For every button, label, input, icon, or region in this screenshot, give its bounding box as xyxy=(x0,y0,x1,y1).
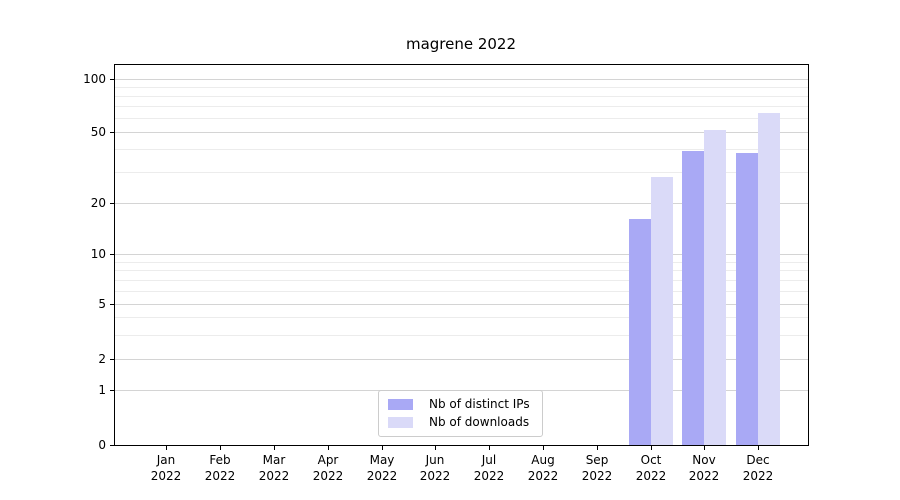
legend-item-downloads: Nb of downloads xyxy=(388,415,533,430)
y-tick-label: 50 xyxy=(90,125,106,139)
x-tick-mark xyxy=(220,446,221,450)
gridline-minor xyxy=(115,262,808,263)
x-tick-year: 2022 xyxy=(742,469,774,483)
x-tick-label: Sep 2022 xyxy=(565,452,629,484)
x-tick-mark xyxy=(274,446,275,450)
x-tick-label: Nov 2022 xyxy=(672,452,736,484)
x-tick-month: Mar xyxy=(262,453,286,467)
x-tick-year: 2022 xyxy=(527,469,559,483)
gridline-minor xyxy=(115,280,808,281)
gridline-major xyxy=(115,254,808,255)
y-tick-label: 0 xyxy=(98,438,106,452)
gridline-major xyxy=(115,304,808,305)
y-tick-mark xyxy=(110,203,114,204)
x-tick-month: Jan xyxy=(156,453,176,467)
x-tick-month: Sep xyxy=(585,453,609,467)
bar-distinct-ips xyxy=(736,153,758,445)
x-tick-label: Oct 2022 xyxy=(619,452,683,484)
x-tick-label: Mar 2022 xyxy=(242,452,306,484)
gridline-minor xyxy=(115,335,808,336)
gridline-minor xyxy=(115,270,808,271)
x-tick-year: 2022 xyxy=(150,469,182,483)
gridline-minor xyxy=(115,96,808,97)
y-tick-label: 10 xyxy=(90,247,106,261)
x-tick-mark xyxy=(704,446,705,450)
gridline-minor xyxy=(115,291,808,292)
legend-item-distinct-ips: Nb of distinct IPs xyxy=(388,397,533,412)
x-tick-year: 2022 xyxy=(366,469,398,483)
x-tick-mark xyxy=(489,446,490,450)
gridline-major xyxy=(115,203,808,204)
gridline-major xyxy=(115,79,808,80)
y-tick-mark xyxy=(110,254,114,255)
legend-label-downloads: Nb of downloads xyxy=(429,415,530,429)
gridline-major xyxy=(115,359,808,360)
x-tick-year: 2022 xyxy=(204,469,236,483)
x-tick-year: 2022 xyxy=(419,469,451,483)
y-tick-label: 20 xyxy=(90,196,106,210)
x-tick-mark xyxy=(382,446,383,450)
bar-distinct-ips xyxy=(629,219,651,445)
x-tick-year: 2022 xyxy=(473,469,505,483)
x-tick-label: Jan 2022 xyxy=(134,452,198,484)
y-tick-label: 1 xyxy=(98,383,106,397)
bar-downloads xyxy=(758,113,780,445)
chart-title: magrene 2022 xyxy=(405,35,517,53)
gridline-minor xyxy=(115,87,808,88)
x-tick-label: Dec 2022 xyxy=(726,452,790,484)
legend-swatch-downloads xyxy=(388,417,413,428)
x-tick-mark xyxy=(651,446,652,450)
gridline-minor xyxy=(115,172,808,173)
x-tick-label: Apr 2022 xyxy=(296,452,360,484)
x-tick-label: Jun 2022 xyxy=(403,452,467,484)
x-tick-year: 2022 xyxy=(688,469,720,483)
x-tick-month: Oct xyxy=(640,453,662,467)
y-tick-mark xyxy=(110,79,114,80)
x-tick-mark xyxy=(758,446,759,450)
x-tick-month: Aug xyxy=(531,453,555,467)
x-tick-mark xyxy=(597,446,598,450)
y-tick-mark xyxy=(110,390,114,391)
gridline-minor xyxy=(115,149,808,150)
x-tick-month: Jun xyxy=(425,453,445,467)
x-tick-label: Feb 2022 xyxy=(188,452,252,484)
gridline-minor xyxy=(115,118,808,119)
x-tick-month: Dec xyxy=(746,453,770,467)
x-tick-label: Aug 2022 xyxy=(511,452,575,484)
y-tick-label: 2 xyxy=(98,352,106,366)
y-tick-label: 5 xyxy=(98,297,106,311)
x-tick-month: May xyxy=(369,453,395,467)
x-tick-mark xyxy=(166,446,167,450)
x-tick-month: Jul xyxy=(481,453,497,467)
y-tick-mark xyxy=(110,445,114,446)
bar-distinct-ips xyxy=(682,151,704,445)
bar-downloads xyxy=(651,177,673,445)
x-tick-mark xyxy=(543,446,544,450)
legend-label-distinct-ips: Nb of distinct IPs xyxy=(429,397,530,411)
y-tick-mark xyxy=(110,359,114,360)
x-tick-year: 2022 xyxy=(581,469,613,483)
x-tick-year: 2022 xyxy=(258,469,290,483)
y-tick-mark xyxy=(110,132,114,133)
y-tick-label: 100 xyxy=(83,72,106,86)
gridline-minor xyxy=(115,106,808,107)
y-tick-mark xyxy=(110,304,114,305)
x-tick-mark xyxy=(328,446,329,450)
x-tick-year: 2022 xyxy=(312,469,344,483)
legend-swatch-distinct-ips xyxy=(388,399,413,410)
x-tick-mark xyxy=(435,446,436,450)
x-tick-label: Jul 2022 xyxy=(457,452,521,484)
x-tick-month: Apr xyxy=(317,453,339,467)
gridline-minor xyxy=(115,317,808,318)
x-tick-label: May 2022 xyxy=(350,452,414,484)
gridline-major xyxy=(115,132,808,133)
x-tick-year: 2022 xyxy=(635,469,667,483)
bar-downloads xyxy=(704,130,726,445)
x-tick-month: Nov xyxy=(692,453,716,467)
x-tick-month: Feb xyxy=(209,453,231,467)
legend: Nb of distinct IPs Nb of downloads xyxy=(378,390,543,437)
